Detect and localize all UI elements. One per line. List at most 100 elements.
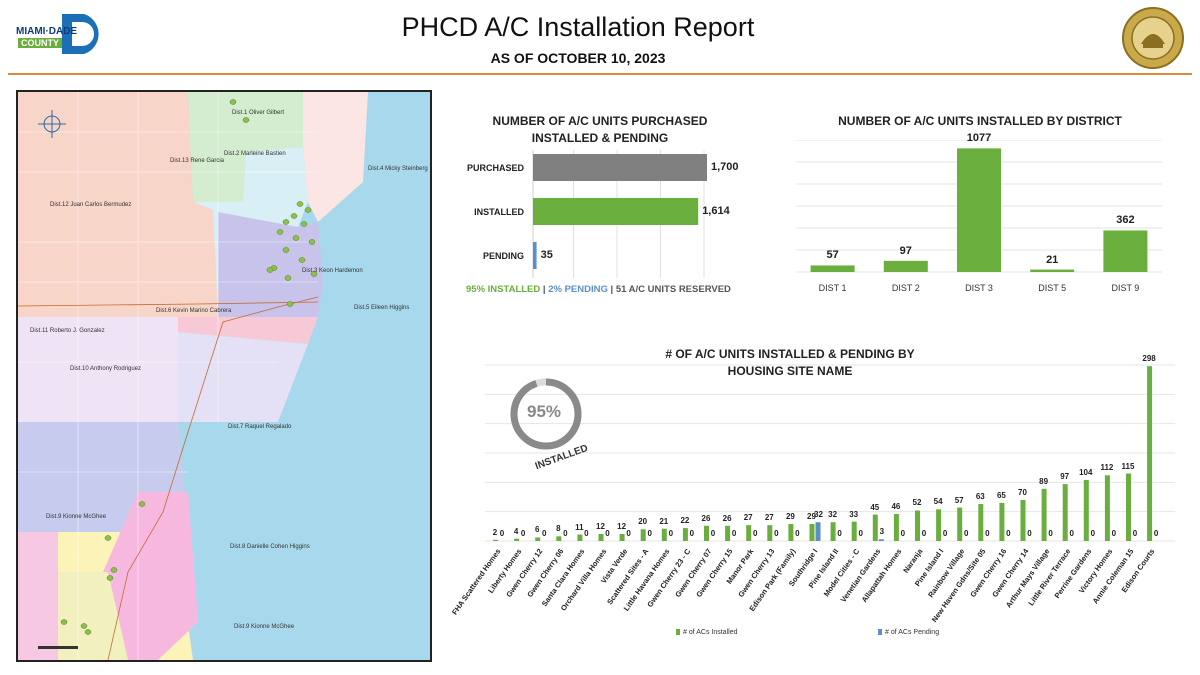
pending-value: 0 [1006,529,1011,538]
district-bar-4 [1030,269,1075,272]
installed-value: 115 [1121,461,1135,471]
installed-value: 97 [1060,472,1070,482]
site-chart-title: # OF A/C UNITS INSTALLED & PENDING BY HO… [665,347,915,378]
map-label-dist4: Dist.4 Micky Steinberg [368,166,428,172]
installed-bar [809,523,815,541]
installed-bar [556,536,562,541]
district-chart-title: NUMBER OF A/C UNITS INSTALLED BY DISTRIC… [838,114,1122,128]
district-tick-3: DIST 3 [965,283,993,293]
installed-bar [957,507,963,541]
installed-bar [746,525,752,541]
legend-installed-label: # of ACs Installed [683,629,738,636]
header-rule [8,73,1192,75]
installed-bar [1126,473,1131,541]
map-label-dist6: Dist.6 Kevin Marino Cabrera [156,308,232,314]
page-subtitle: AS OF OCTOBER 10, 2023 [490,50,666,66]
installed-bar [619,533,625,541]
installed-value: 45 [870,502,880,512]
installed-bar [535,537,541,541]
pending-value: 0 [963,529,969,538]
district-chart [796,140,1162,273]
pending-value: 0 [541,529,547,538]
installed-bar [767,525,773,541]
installed-bar [725,525,731,541]
bar-purchased [533,154,707,181]
pending-value: 0 [921,529,927,538]
installed-value: 57 [954,495,964,505]
district-value-3: 1077 [966,132,992,145]
installed-bar [704,525,709,541]
installed-bar [915,510,920,541]
installed-bar [577,534,583,541]
pending-value: 0 [1069,529,1074,538]
compass-icon [38,110,66,138]
pending-value: 0 [563,529,568,538]
pending-value: 0 [647,529,652,538]
pending-value: 0 [689,529,695,538]
pending-bar [878,539,884,541]
bar-value-purchased: 1,700 [711,161,739,173]
pending-value: 0 [626,529,631,538]
installed-value: 29 [785,511,795,521]
pending-value: 0 [1048,529,1053,538]
installed-bar [1041,488,1047,541]
pending-value: 0 [900,529,906,538]
installed-bar [830,522,836,541]
installed-value: 33 [849,509,859,519]
installed-bar [851,521,857,541]
district-bar-5 [1103,230,1148,272]
installed-bar [1062,484,1068,541]
installed-bar [640,529,646,541]
pending-value: 0 [1090,529,1096,538]
bar-installed [533,198,699,225]
pending-value: 0 [1111,529,1117,538]
legend-installed-swatch [676,629,680,636]
installed-bar [682,528,688,541]
map-label-dist12: Dist.12 Juan Carlos Bermudez [50,202,132,208]
county-seal [1121,6,1185,70]
installed-value: 6 [534,525,540,535]
logo-text-top: MIAMI·DADE [16,26,78,37]
pending-value: 0 [520,529,526,538]
installed-bar [493,539,498,541]
pending-value: 0 [731,529,737,538]
pending-value: 0 [858,529,863,538]
map-label-dist2: Dist.2 Marleine Bastien [224,151,286,157]
map-label-dist10: Dist.10 Anthony Rodriguez [70,366,142,372]
installed-value: 52 [912,498,922,508]
pending-value: 0 [1027,529,1032,538]
pending-bar [815,522,821,541]
installed-bar [1083,479,1089,541]
map-scale-bar [38,646,78,649]
district-value-2: 97 [899,244,912,257]
map-label-dist7: Dist.7 Raquel Regalado [228,424,292,430]
pending-value: 0 [752,529,758,538]
pending-value: 3 [879,527,885,537]
district-bar-3 [957,148,1001,272]
installed-bar [788,523,794,541]
footer-installed: 95% INSTALLED [466,284,541,295]
installed-value: 27 [764,513,774,523]
map-label-dist1: Dist.1 Oliver Gilbert [232,110,285,116]
installed-bar [661,528,667,541]
installed-bar [1104,475,1110,541]
district-value-1: 57 [826,249,839,262]
installed-donut [510,378,582,450]
installed-value: 46 [891,502,901,511]
installed-value: 26 [701,513,711,523]
installed-value: 27 [743,513,753,523]
bar-label-pending: PENDING [482,251,524,261]
purchased-chart-title: NUMBER OF A/C UNITS PURCHASED INSTALLED … [492,114,708,145]
installed-value: 70 [1018,487,1027,497]
donut-percent: 95% [527,402,562,421]
district-bar-2 [883,260,928,272]
installed-value: 89 [1039,476,1049,486]
installed-value: 32 [828,510,838,520]
footer-sep1: | [542,284,546,295]
installed-value: 4 [513,526,519,536]
district-tick-4: DIST 5 [1038,283,1067,293]
pending-value: 0 [605,529,610,538]
map-label-dist13: Dist.13 Rene Garcia [170,158,225,164]
installed-value: 54 [933,497,943,507]
installed-bar [999,502,1005,541]
